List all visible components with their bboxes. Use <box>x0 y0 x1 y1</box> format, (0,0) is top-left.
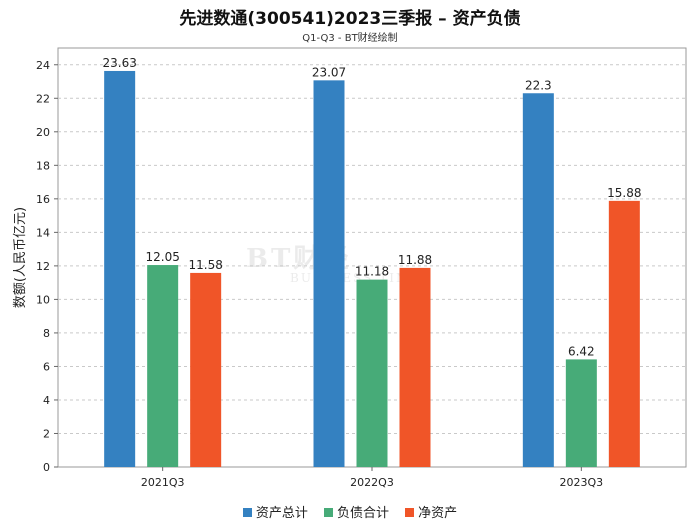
y-tick-label: 16 <box>36 193 50 206</box>
legend-swatch-assets <box>242 508 252 517</box>
legend-item-net-assets[interactable]: 净资产 <box>405 502 457 521</box>
bar-资产总计-2022Q3 <box>313 80 345 467</box>
y-tick-label: 14 <box>36 226 50 239</box>
data-label: 6.42 <box>568 344 595 358</box>
data-label: 11.88 <box>398 253 432 267</box>
data-label: 22.3 <box>525 78 552 92</box>
bar-资产总计-2021Q3 <box>104 70 136 468</box>
y-tick-label: 22 <box>36 92 50 105</box>
bar-净资产-2022Q3 <box>399 267 431 467</box>
data-label: 23.63 <box>102 56 136 70</box>
bar-负债合计-2023Q3 <box>565 359 597 467</box>
bar-净资产-2021Q3 <box>190 272 222 467</box>
legend-label-liabilities: 负债合计 <box>336 506 389 521</box>
data-label: 11.18 <box>355 265 389 279</box>
y-tick-label: 12 <box>36 260 50 273</box>
legend-swatch-liabilities <box>323 508 333 517</box>
x-tick-label: 2022Q3 <box>350 476 394 489</box>
x-tick-label: 2023Q3 <box>560 476 604 489</box>
chart-legend: 资产总计 负债合计 净资产 <box>0 502 700 521</box>
bar-负债合计-2021Q3 <box>147 265 179 467</box>
y-tick-label: 0 <box>43 461 50 474</box>
bar-资产总计-2023Q3 <box>522 93 554 467</box>
y-tick-label: 8 <box>43 327 50 340</box>
bar-chart: 024681012141618202224数额(人民币亿元)23.6312.05… <box>13 47 687 489</box>
legend-label-net-assets: 净资产 <box>418 506 458 521</box>
data-label: 12.05 <box>145 250 179 264</box>
x-tick-label: 2021Q3 <box>141 476 185 489</box>
y-tick-label: 18 <box>36 159 50 172</box>
y-tick-label: 2 <box>43 427 50 440</box>
y-tick-label: 20 <box>36 126 50 139</box>
y-tick-label: 4 <box>43 394 50 407</box>
data-label: 11.58 <box>188 258 222 272</box>
bar-净资产-2023Q3 <box>608 200 640 467</box>
legend-label-assets: 资产总计 <box>255 506 308 521</box>
legend-item-assets[interactable]: 资产总计 <box>242 502 308 521</box>
legend-item-liabilities[interactable]: 负债合计 <box>323 502 389 521</box>
y-tick-label: 24 <box>36 59 50 72</box>
chart-title: 先进数通(300541)2023三季报 – 资产负债 <box>179 9 521 29</box>
data-label: 23.07 <box>312 65 346 79</box>
y-tick-label: 6 <box>43 360 50 373</box>
chart-subtitle: Q1-Q3 - BT财经绘制 <box>302 33 398 44</box>
bar-负债合计-2022Q3 <box>356 279 388 467</box>
y-axis-label: 数额(人民币亿元) <box>13 207 28 308</box>
data-label: 15.88 <box>607 186 641 200</box>
legend-swatch-net-assets <box>405 508 415 517</box>
y-tick-label: 10 <box>36 293 50 306</box>
